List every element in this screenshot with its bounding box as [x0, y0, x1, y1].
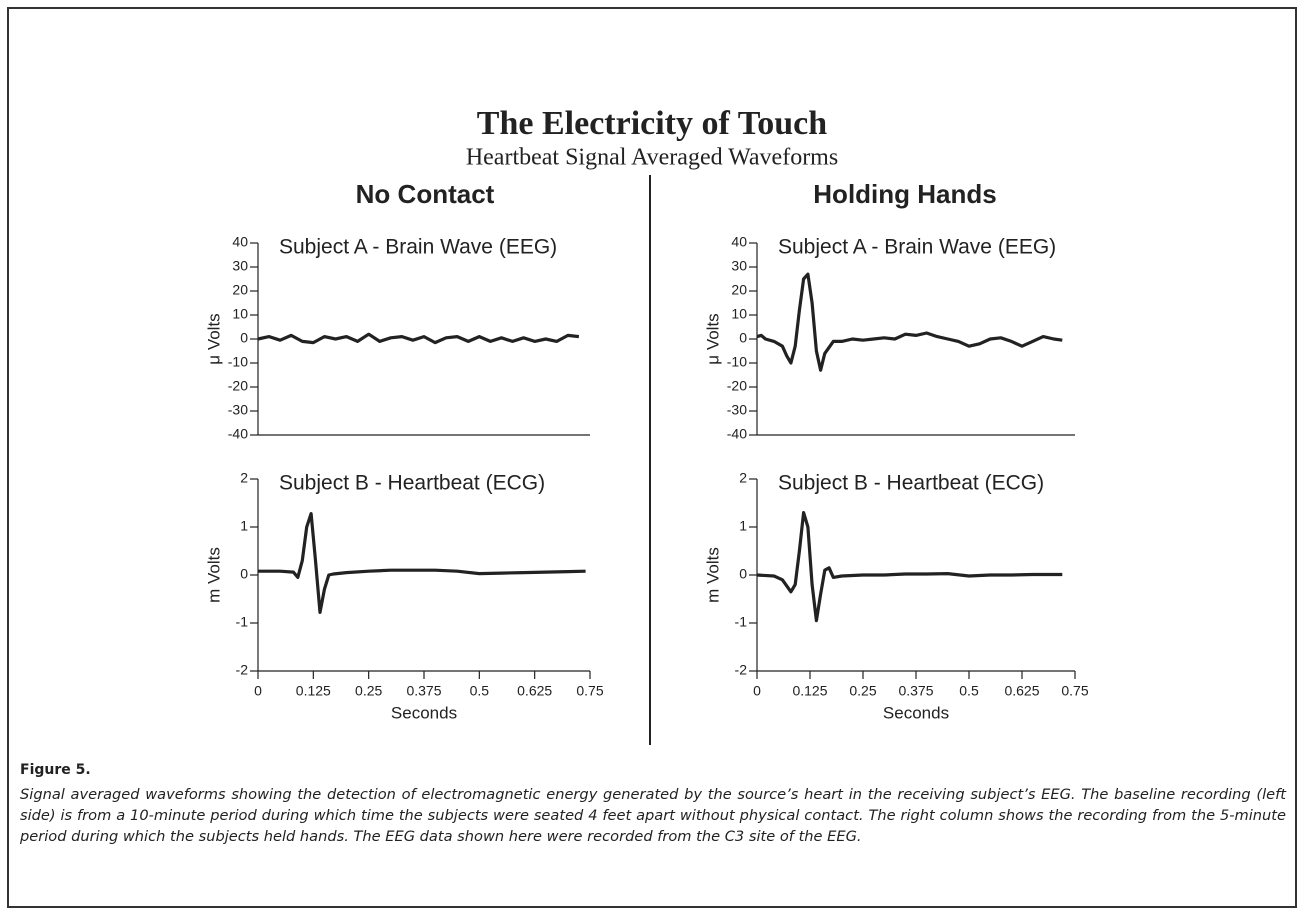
- y-tick-label: 0: [240, 566, 248, 582]
- y-tick-label: -1: [735, 614, 748, 630]
- y-tick-label: -20: [727, 378, 747, 394]
- x-tick-label: 0.5: [959, 683, 979, 699]
- y-tick-label: 1: [240, 518, 248, 534]
- y-tick-label: 1: [739, 518, 747, 534]
- y-tick-label: -40: [727, 426, 747, 442]
- y-tick-label: 30: [731, 258, 747, 274]
- y-tick-label: 40: [232, 234, 248, 250]
- x-tick-label: 0.625: [517, 683, 552, 699]
- x-tick-label: 0.125: [296, 683, 331, 699]
- y-tick-label: 0: [240, 330, 248, 346]
- y-tick-label: 0: [739, 330, 747, 346]
- x-tick-label: 0.75: [1061, 683, 1088, 699]
- x-tick-label: 0.75: [576, 683, 603, 699]
- y-tick-label: -10: [228, 354, 248, 370]
- y-axis-label: m Volts: [703, 547, 722, 603]
- title: The Electricity of Touch: [477, 105, 827, 142]
- line: [756, 272, 1063, 372]
- y-tick-label: 10: [731, 306, 747, 322]
- y-axis-label: μ Volts: [703, 313, 722, 364]
- line: [258, 512, 586, 614]
- y-tick-label: 2: [240, 470, 248, 486]
- y-tick-label: 0: [739, 566, 747, 582]
- y-tick-label: 2: [739, 470, 747, 486]
- y-axis-label: m Volts: [204, 547, 223, 603]
- caption-label: Figure 5.: [20, 762, 91, 778]
- x-tick-label: 0: [254, 683, 262, 699]
- subtitle: Heartbeat Signal Averaged Waveforms: [466, 145, 838, 171]
- y-tick-label: -2: [236, 662, 249, 678]
- chart-title: Subject A - Brain Wave (EEG): [778, 236, 1056, 259]
- y-tick-label: 20: [731, 282, 747, 298]
- y-tick-label: -20: [228, 378, 248, 394]
- column-title: No Contact: [356, 179, 495, 209]
- line: [756, 511, 1063, 623]
- chart-title: Subject A - Brain Wave (EEG): [279, 236, 557, 259]
- y-tick-label: -1: [236, 614, 249, 630]
- x-tick-label: 0.625: [1004, 683, 1039, 699]
- chart-title: Subject B - Heartbeat (ECG): [279, 472, 545, 495]
- x-tick-label: 0.25: [849, 683, 876, 699]
- y-tick-label: 40: [731, 234, 747, 250]
- y-tick-label: 20: [232, 282, 248, 298]
- y-tick-label: 30: [232, 258, 248, 274]
- column-title: Holding Hands: [813, 179, 996, 209]
- y-axis-label: μ Volts: [204, 313, 223, 364]
- border: [7, 7, 1297, 908]
- x-tick-label: 0.375: [898, 683, 933, 699]
- x-tick-label: 0.125: [792, 683, 827, 699]
- y-tick-label: -40: [228, 426, 248, 442]
- y-tick-label: -10: [727, 354, 747, 370]
- x-tick-label: 0.25: [355, 683, 382, 699]
- x-tick-label: 0.375: [406, 683, 441, 699]
- caption: Figure 5. Signal averaged waveforms show…: [20, 762, 1286, 847]
- x-tick-label: 0.5: [470, 683, 490, 699]
- y-tick-label: -30: [228, 402, 248, 418]
- x-tick-label: 0: [753, 683, 761, 699]
- x-axis-label: Seconds: [883, 703, 949, 722]
- caption-text: Signal averaged waveforms showing the de…: [20, 786, 1286, 845]
- y-tick-label: -30: [727, 402, 747, 418]
- line: [257, 332, 580, 345]
- chart-title: Subject B - Heartbeat (ECG): [778, 472, 1044, 495]
- y-tick-label: 10: [232, 306, 248, 322]
- y-tick-label: -2: [735, 662, 748, 678]
- x-axis-label: Seconds: [391, 703, 457, 722]
